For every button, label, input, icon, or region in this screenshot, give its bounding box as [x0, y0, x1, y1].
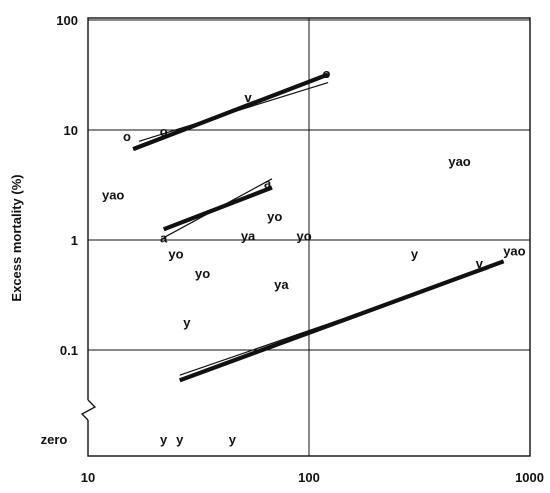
point-label: yo: [267, 209, 282, 224]
y-tick-label: 1: [71, 233, 78, 248]
reference-line: [138, 81, 329, 142]
point-label: a: [160, 231, 168, 246]
point-label: ya: [241, 228, 256, 243]
x-tick-labels: 10 100 1000: [81, 470, 544, 485]
point-label: yao: [503, 244, 525, 259]
zero-tick-label: zero: [41, 432, 68, 447]
regression-line: [132, 72, 329, 152]
y-axis-label: Excess mortality (%): [9, 174, 24, 301]
point-label: yo: [168, 247, 183, 262]
point-label: y: [229, 432, 237, 447]
point-label: ya: [274, 277, 289, 292]
point-label: yo: [296, 228, 311, 243]
point-label: yo: [195, 266, 210, 281]
point-label: v: [476, 256, 484, 271]
point-label: y: [160, 432, 168, 447]
regression-line: [178, 259, 505, 383]
point-label: y: [176, 432, 184, 447]
point-label: a: [264, 176, 272, 191]
point-label: y: [411, 247, 419, 262]
x-tick-label: 100: [298, 470, 320, 485]
fit-lines: [132, 72, 505, 383]
y-tick-label: 10: [64, 123, 78, 138]
x-tick-label: 1000: [515, 470, 544, 485]
point-label: o: [123, 129, 131, 144]
reference-line: [163, 178, 273, 239]
grid: [88, 18, 530, 456]
y-tick-label: 0.1: [60, 343, 78, 358]
point-label: yao: [102, 187, 124, 202]
y-tick-labels: 100 10 1 0.1: [56, 13, 78, 358]
x-tick-label: 10: [81, 470, 95, 485]
axis-break: [80, 399, 97, 421]
point-label: y: [183, 315, 191, 330]
y-tick-label: 100: [56, 13, 78, 28]
point-label: yao: [448, 154, 470, 169]
point-label: v: [244, 90, 252, 105]
point-label: o: [323, 66, 331, 81]
point-label: o: [160, 124, 168, 139]
reference-line: [179, 267, 489, 376]
